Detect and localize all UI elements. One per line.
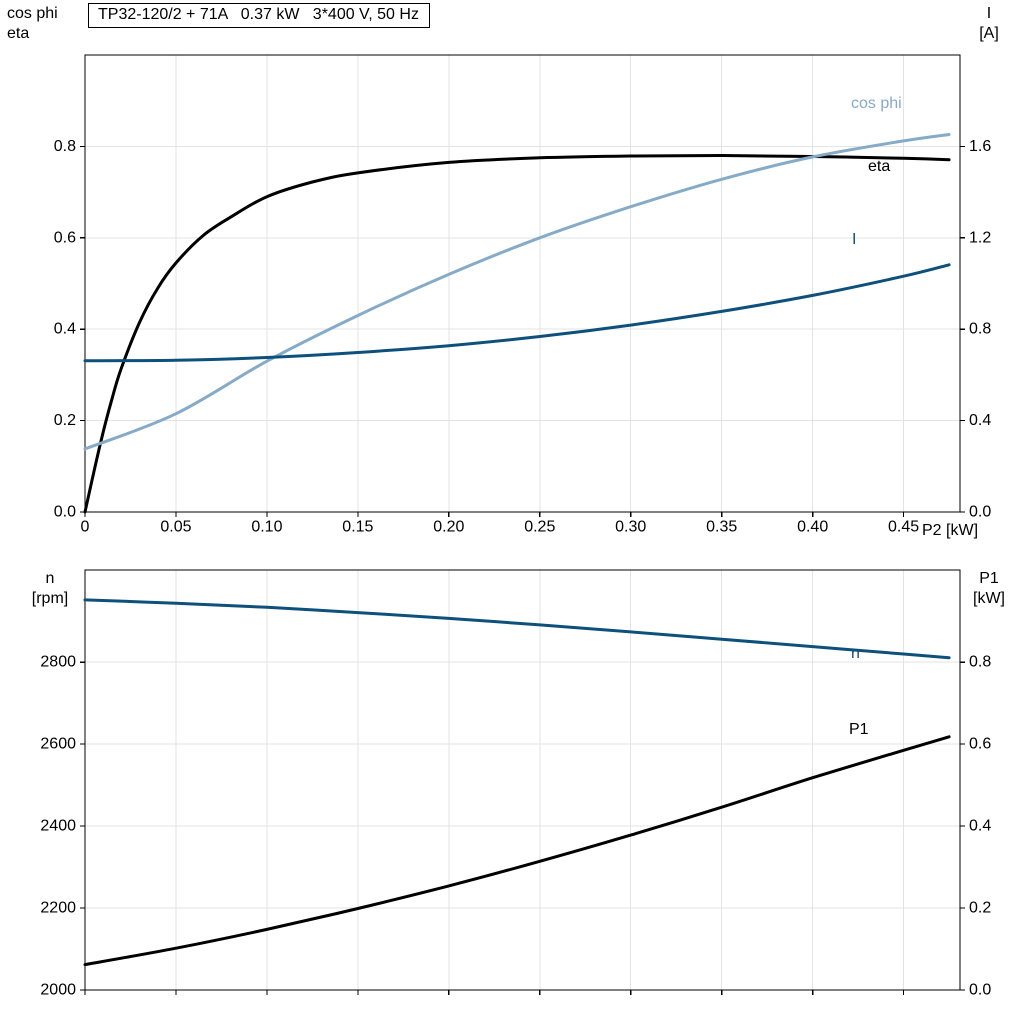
curve-n <box>83 598 951 660</box>
current-curve-label: I <box>852 231 857 248</box>
x-tick-label: 0 <box>81 518 90 535</box>
y-right-tick-label: 0.4 <box>969 412 991 429</box>
y-left-tick-label: 2800 <box>40 654 76 671</box>
curve-cos-phi <box>83 133 951 451</box>
curve-eta <box>83 154 951 514</box>
chart-title-box: TP32-120/2 + 71A 0.37 kW 3*400 V, 50 Hz <box>88 3 430 28</box>
x-tick-label: 0.20 <box>433 518 464 535</box>
y-right-tick-label: 0.4 <box>969 818 991 835</box>
y-left-tick-label: 2000 <box>40 982 76 999</box>
y-right-tick-label: 0.8 <box>969 654 991 671</box>
y-left-tick-label: 2600 <box>40 736 76 753</box>
x-tick-label: 0.25 <box>524 518 555 535</box>
x-axis-title: P2 [kW] <box>922 522 979 539</box>
y-left-tick-label: 0.2 <box>54 412 76 429</box>
cos-phi-curve-label: cos phi <box>851 95 902 112</box>
y-right-tick-label: 0.0 <box>969 504 991 521</box>
bottom-left-axis-title: n [rpm] <box>17 569 83 609</box>
y-right-tick-label: 1.2 <box>969 229 991 246</box>
power-in-axis-label: P1 <box>979 570 999 587</box>
top-left-axis-title: cos phi eta <box>7 4 58 44</box>
y-left-tick-label: 0.4 <box>54 321 76 338</box>
y-left-tick-label: 2200 <box>40 900 76 917</box>
speed-unit-label: [rpm] <box>31 590 69 607</box>
curve-i <box>83 263 951 363</box>
speed-curve-label: n <box>851 645 860 662</box>
x-tick-label: 0.10 <box>251 518 282 535</box>
top-right-axis-title: I [A] <box>957 4 1021 44</box>
power-in-unit-label: [kW] <box>973 590 1005 607</box>
chart-frame <box>84 54 961 513</box>
y-right-tick-label: 0.6 <box>969 736 991 753</box>
power-in-curve-label: P1 <box>849 721 869 738</box>
y-left-tick-label: 0.6 <box>54 229 76 246</box>
speed-axis-label: n <box>45 570 55 587</box>
y-right-tick-label: 0.0 <box>969 982 991 999</box>
eta-curve-label: eta <box>868 158 891 175</box>
x-tick-label: 0.45 <box>888 518 919 535</box>
current-unit-label: [A] <box>979 25 999 42</box>
bottom-right-axis-title: P1 [kW] <box>956 569 1022 609</box>
x-tick-label: 0.15 <box>342 518 373 535</box>
eta-axis-label: eta <box>7 25 30 42</box>
y-right-tick-label: 0.8 <box>969 321 991 338</box>
x-tick-label: 0.35 <box>706 518 737 535</box>
x-tick-label: 0.05 <box>160 518 191 535</box>
y-right-tick-label: 0.2 <box>969 900 991 917</box>
chart-frame <box>84 569 961 991</box>
curve-p1 <box>83 735 951 967</box>
x-tick-label: 0.30 <box>615 518 646 535</box>
cos-phi-axis-label: cos phi <box>7 5 58 22</box>
y-left-tick-label: 0.8 <box>54 138 76 155</box>
y-left-tick-label: 2400 <box>40 818 76 835</box>
y-right-tick-label: 1.6 <box>969 138 991 155</box>
x-tick-label: 0.40 <box>797 518 828 535</box>
y-left-tick-label: 0.0 <box>54 504 76 521</box>
current-axis-label: I <box>986 5 992 22</box>
